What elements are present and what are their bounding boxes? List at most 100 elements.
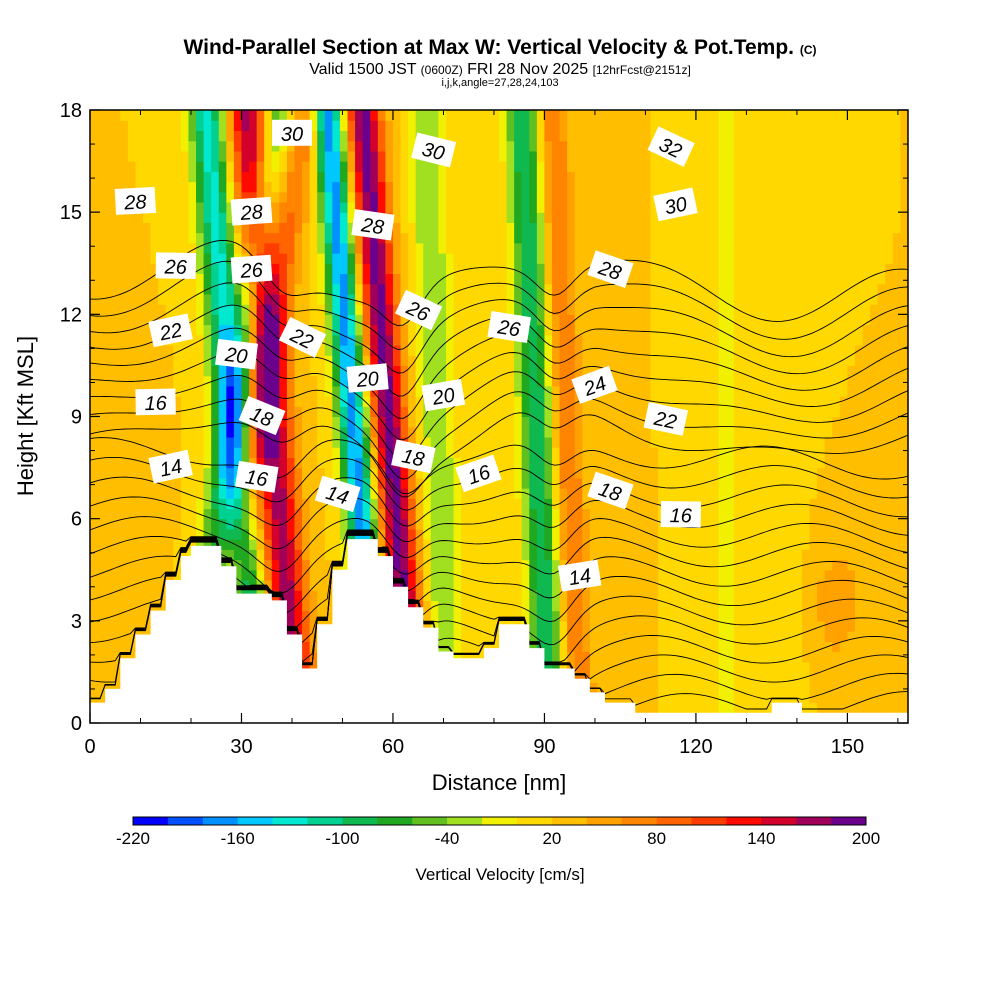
w-cell (143, 610, 152, 622)
w-cell (362, 467, 371, 479)
w-cell (302, 600, 311, 612)
w-cell (491, 375, 500, 387)
w-cell (605, 130, 614, 142)
w-cell (673, 651, 682, 663)
w-cell (120, 508, 129, 520)
w-cell (574, 426, 583, 438)
w-cell (233, 242, 243, 254)
w-cell (506, 242, 515, 254)
w-cell (203, 518, 212, 530)
w-cell (559, 212, 568, 223)
w-cell (461, 579, 470, 591)
w-cell (309, 447, 318, 458)
w-cell (688, 671, 697, 683)
w-cell (688, 304, 697, 315)
w-cell (605, 242, 614, 254)
w-cell (279, 396, 288, 407)
w-cell (559, 488, 568, 499)
w-cell (597, 467, 606, 479)
w-cell (188, 477, 197, 489)
w-cell (680, 232, 689, 244)
w-cell (90, 334, 99, 346)
w-cell (392, 222, 402, 234)
w-cell (544, 324, 553, 336)
w-cell (279, 375, 288, 387)
w-cell (332, 304, 341, 315)
w-cell (173, 539, 182, 550)
w-cell (711, 641, 720, 653)
w-cell (218, 222, 227, 234)
w-cell (385, 263, 394, 275)
w-cell (559, 467, 568, 479)
w-cell (506, 120, 515, 132)
w-cell (347, 222, 356, 234)
w-cell (264, 130, 273, 142)
w-cell (521, 508, 530, 520)
w-cell (226, 110, 235, 121)
w-cell (491, 406, 500, 418)
w-cell (506, 161, 515, 172)
w-cell (521, 263, 530, 275)
w-cell (552, 559, 561, 571)
w-cell (218, 385, 227, 397)
w-cell (271, 212, 280, 223)
w-cell (688, 467, 697, 479)
w-cell (286, 447, 296, 458)
w-cell (317, 191, 326, 203)
w-cell (332, 130, 341, 142)
w-cell (415, 406, 424, 418)
w-cell (249, 110, 258, 121)
w-cell (627, 518, 636, 530)
w-cell (203, 447, 212, 458)
w-cell (499, 426, 508, 438)
w-cell (332, 181, 341, 193)
w-cell (120, 314, 129, 326)
w-cell (582, 416, 591, 428)
w-cell (143, 355, 152, 367)
w-cell (703, 120, 712, 132)
w-cell (688, 283, 697, 295)
w-cell (567, 436, 576, 448)
w-cell (506, 140, 515, 152)
w-cell (445, 426, 455, 438)
w-cell (309, 569, 318, 581)
chart-valid-time: Valid 1500 JST (0600Z) FRI 28 Nov 2025 [… (309, 61, 691, 78)
w-cell (514, 426, 523, 438)
w-cell (430, 579, 439, 591)
w-cell (309, 406, 318, 418)
w-cell (294, 304, 303, 315)
w-cell (211, 212, 220, 223)
w-cell (370, 518, 379, 530)
w-cell (112, 222, 121, 234)
w-cell (445, 293, 455, 305)
w-cell (521, 539, 530, 550)
w-cell (415, 263, 424, 275)
w-cell (688, 385, 697, 397)
w-cell (529, 549, 538, 561)
w-cell (302, 447, 311, 458)
w-cell (112, 518, 121, 530)
w-cell (582, 528, 591, 540)
w-cell (559, 324, 568, 336)
w-cell (90, 273, 99, 285)
w-cell (256, 171, 265, 183)
w-cell (317, 426, 326, 438)
w-cell (514, 355, 523, 367)
w-cell (256, 191, 265, 203)
w-cell (332, 110, 341, 121)
w-cell (476, 416, 485, 428)
w-cell (695, 171, 705, 183)
w-cell (196, 273, 205, 285)
w-cell (574, 334, 583, 346)
w-cell (294, 232, 303, 244)
w-cell (642, 232, 652, 244)
w-cell (279, 590, 288, 601)
w-cell (688, 528, 697, 540)
w-cell (703, 651, 712, 663)
w-cell (158, 110, 167, 121)
w-cell (567, 365, 576, 377)
w-cell (635, 130, 644, 142)
w-cell (627, 355, 636, 367)
w-cell (120, 447, 129, 458)
w-cell (120, 344, 129, 356)
